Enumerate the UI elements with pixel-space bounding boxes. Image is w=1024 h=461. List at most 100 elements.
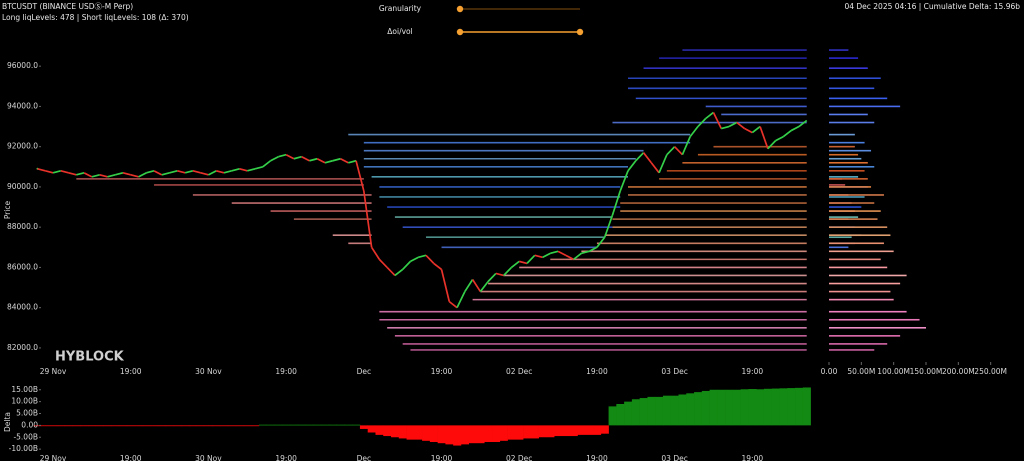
delta-bar: [694, 392, 703, 426]
delta-bar: [243, 425, 252, 427]
delta-x-tick-label: 03 Dec: [661, 454, 687, 461]
delta-bar: [437, 425, 446, 444]
x-tick-label: Dec: [357, 367, 372, 376]
delta-y-tick-label: 5.00B: [16, 409, 38, 418]
delta-bar: [608, 406, 617, 426]
liq-hist-bar: [829, 121, 875, 124]
y-tick-label: 96000.0: [7, 61, 38, 70]
price-segment: [697, 117, 707, 128]
liq-hist-bar: [829, 326, 926, 329]
delta-bar: [391, 425, 400, 438]
delta-x-tick-label: 30 Nov: [195, 454, 222, 461]
symbol: BTCUSDT (BINANCE USDⓈ-M Perp): [2, 2, 133, 11]
price-segment: [581, 250, 590, 255]
price-segment: [767, 140, 777, 150]
liq-hist-bar: [829, 234, 891, 237]
delta-x-tick-label: 19:00: [120, 454, 142, 461]
price-segment: [588, 246, 598, 253]
granularity-label: Granularity: [379, 4, 422, 13]
delta-x-tick-label: 19:00: [431, 454, 453, 461]
delta-x-tick-label: 19:00: [742, 454, 764, 461]
watermark: HYBLOCK: [55, 350, 125, 365]
delta-bar: [748, 389, 757, 426]
delta-bar: [530, 425, 539, 439]
price-segment: [231, 167, 240, 172]
price-segment: [370, 246, 381, 260]
delta-bar: [220, 425, 229, 427]
delta-bar: [189, 425, 198, 427]
delta-bar: [600, 425, 609, 434]
price-segment: [161, 172, 170, 176]
price-segment: [378, 258, 388, 269]
delta-bar: [150, 425, 159, 427]
y-tick-label: 88000.0: [7, 222, 38, 231]
delta-bar: [119, 425, 128, 427]
delta-bar: [499, 425, 508, 441]
x-tick-label: 03 Dec: [661, 367, 687, 376]
delta-bar: [367, 425, 376, 433]
delta-bar: [662, 395, 672, 426]
price-segment: [456, 291, 466, 309]
liq-hist-bar: [829, 202, 875, 204]
granularity-knob[interactable]: [456, 5, 464, 13]
delta-bar: [352, 424, 361, 426]
delta-bar: [538, 425, 547, 438]
delta-axis-label: Delta: [3, 412, 12, 432]
delta-bar: [336, 424, 345, 426]
price-segment: [681, 136, 691, 156]
delta-bar: [546, 425, 555, 438]
liq-hist-bar: [829, 97, 888, 100]
liq-hist-bar: [829, 161, 868, 164]
delta-y-tick-label: 10.00B: [11, 397, 38, 406]
y-tick-label: 86000.0: [7, 262, 38, 271]
price-segment: [410, 256, 419, 263]
price-segment: [674, 146, 684, 156]
delta-oi-vol-knob-min[interactable]: [456, 28, 464, 36]
delta-bar: [577, 425, 586, 435]
price-segment: [60, 169, 69, 174]
delta-bar: [476, 425, 485, 444]
price-segment: [666, 146, 676, 156]
price-segment: [433, 262, 443, 271]
delta-oi-vol-knob-max[interactable]: [576, 28, 584, 36]
delta-bar: [429, 425, 438, 442]
price-segment: [526, 254, 536, 264]
price-segment: [728, 121, 738, 128]
liq-hist-bar: [829, 186, 872, 188]
delta-bar: [49, 425, 58, 427]
price-segment: [122, 172, 131, 176]
delta-bar: [523, 425, 532, 439]
price-segment: [550, 250, 559, 255]
delta-bar: [297, 424, 306, 426]
delta-bar: [484, 425, 493, 442]
price-segment: [254, 165, 264, 170]
price-segment: [712, 112, 723, 129]
liq-hist-bar: [829, 318, 920, 321]
liq-hist-bar: [829, 242, 884, 245]
delta-bar: [756, 389, 765, 426]
price-segment: [332, 157, 341, 162]
price-segment: [402, 260, 412, 271]
y-tick-label: 92000.0: [7, 142, 38, 151]
price-segment: [759, 126, 769, 149]
price-segment: [487, 272, 497, 283]
delta-bar: [181, 425, 190, 427]
liq-hist-bar: [829, 141, 865, 144]
price-segment: [153, 170, 163, 176]
delta-bar: [165, 425, 174, 427]
price-segment: [744, 127, 753, 134]
liq-hist-bar: [829, 236, 852, 239]
price-segment: [208, 170, 217, 176]
hist-x-tick-label: 0.00: [821, 367, 838, 376]
y-tick-label: 82000.0: [7, 343, 38, 352]
price-segment: [68, 172, 77, 176]
price-segment: [642, 152, 652, 164]
delta-bar: [686, 393, 695, 426]
liq-hist-bar: [829, 149, 872, 152]
delta-bar: [647, 396, 656, 426]
price-segment: [99, 174, 108, 178]
price-segment: [270, 155, 279, 162]
price-segment: [215, 169, 225, 174]
x-tick-label: 30 Nov: [195, 367, 222, 376]
delta-bar: [670, 395, 679, 426]
